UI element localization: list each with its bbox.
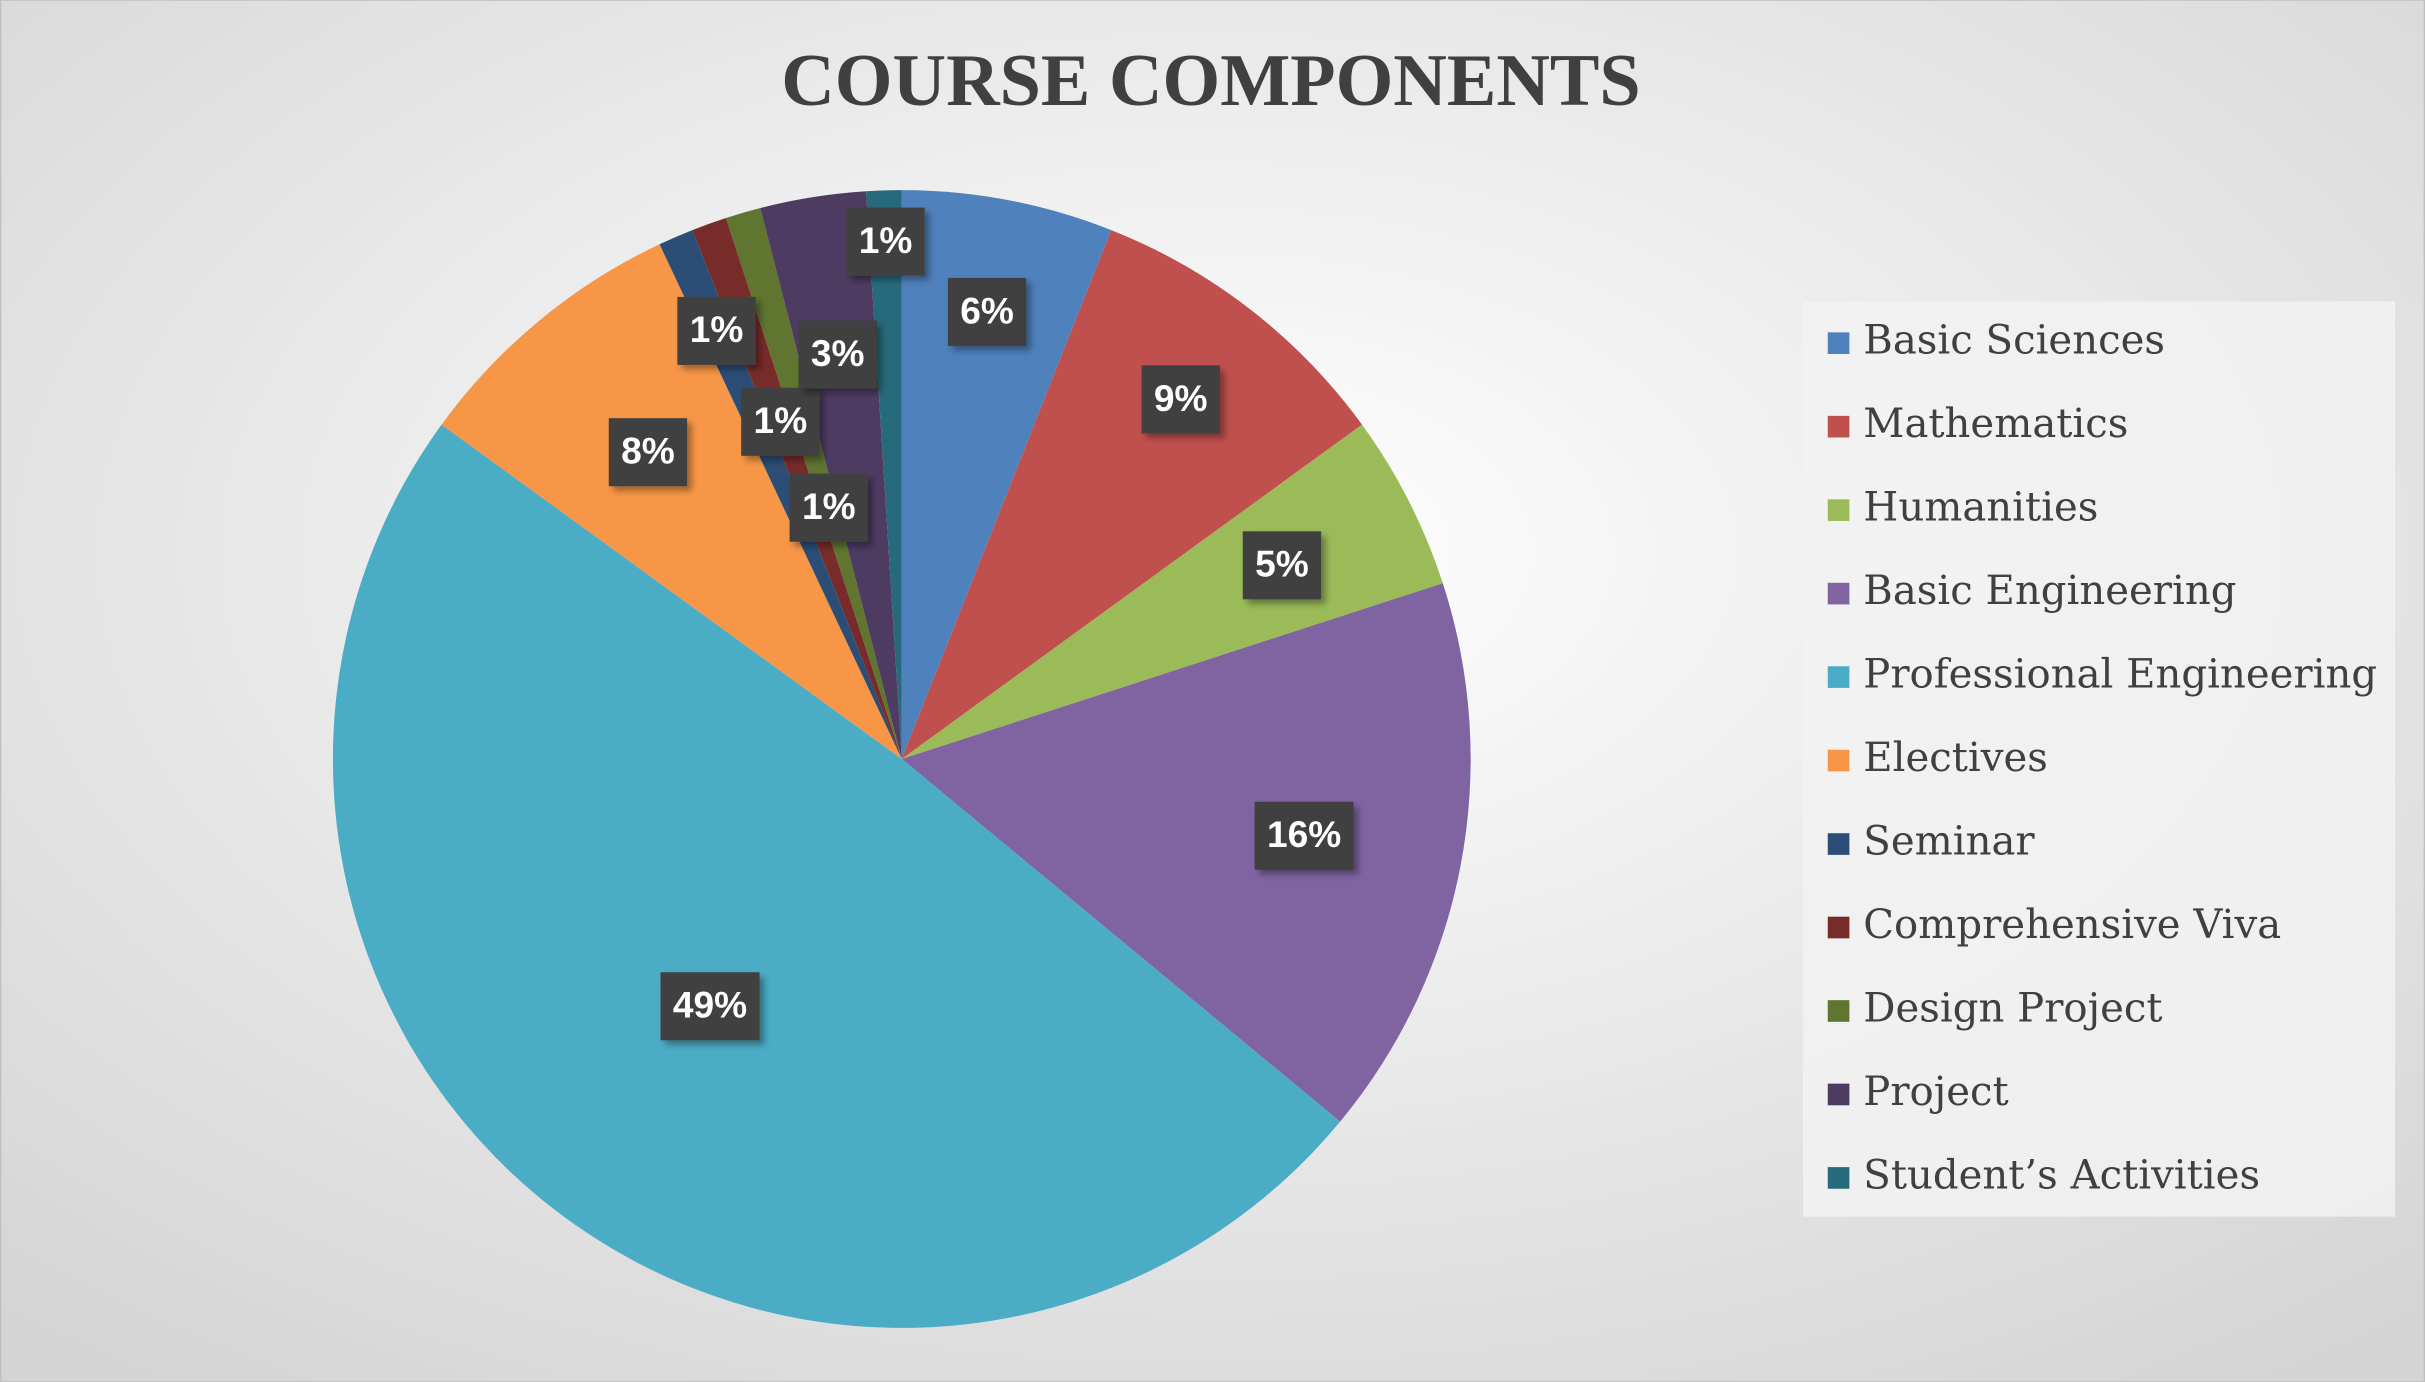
data-label: 1%	[690, 308, 744, 350]
pie-slice	[901, 424, 1443, 760]
data-label: 8%	[621, 430, 675, 472]
legend-label: Comprehensive Viva	[1863, 902, 2281, 948]
data-label-box	[1242, 531, 1322, 600]
legend-label: Seminar	[1863, 819, 2035, 865]
legend-swatch	[1827, 916, 1850, 939]
legend-label: Professional Engineering	[1863, 652, 2377, 698]
pie-slice	[901, 583, 1471, 1122]
data-label: 6%	[960, 289, 1014, 331]
data-label-box	[789, 473, 868, 542]
legend-swatch	[1827, 1167, 1850, 1189]
pie-slice	[332, 424, 1341, 1328]
legend-label: Design Project	[1863, 985, 2162, 1031]
legend-swatch	[1827, 1083, 1850, 1106]
legend-swatch	[1827, 666, 1850, 688]
legend-label: Basic Engineering	[1863, 568, 2236, 614]
legend-label: Electives	[1863, 735, 2048, 781]
legend-swatch	[1827, 499, 1850, 521]
data-labels: 6%9%5%16%49%8%1%1%1%3%1%	[608, 207, 1354, 1041]
legend-swatch	[1827, 332, 1850, 355]
pie-slice	[441, 244, 902, 760]
legend-swatch	[1827, 415, 1850, 438]
data-label-box	[798, 320, 877, 389]
legend-label: Humanities	[1863, 485, 2098, 531]
legend-box	[1803, 301, 2396, 1217]
data-label-box	[1141, 365, 1220, 434]
legend-label: Mathematics	[1863, 401, 2128, 447]
data-label: 9%	[1154, 377, 1208, 419]
data-label: 1%	[802, 485, 856, 527]
data-label: 1%	[859, 219, 913, 261]
data-label-box	[677, 296, 756, 365]
legend-swatch	[1827, 1000, 1850, 1022]
legend: Basic Sciences Mathematics Humanities Basic…	[1827, 318, 2377, 1198]
data-label-box	[608, 418, 688, 487]
data-label: 3%	[811, 332, 865, 374]
legend-swatch	[1827, 749, 1850, 772]
legend-label: Basic Sciences	[1863, 318, 2165, 364]
data-label-box	[1254, 801, 1354, 870]
pie	[332, 190, 1471, 1328]
data-label: 5%	[1255, 543, 1309, 585]
data-label-box	[947, 277, 1027, 346]
data-label: 49%	[673, 984, 747, 1026]
data-label: 1%	[754, 399, 808, 441]
legend-label: Project	[1863, 1069, 2008, 1115]
chart-title: COURSE COMPONENTS	[781, 40, 1640, 122]
legend-label: Student’s Activities	[1863, 1152, 2260, 1198]
legend-swatch	[1827, 833, 1850, 855]
data-label: 16%	[1267, 813, 1341, 855]
legend-swatch	[1827, 582, 1850, 605]
data-label-box	[846, 207, 925, 276]
pie-slice	[901, 230, 1363, 760]
data-label-box	[660, 972, 760, 1041]
data-label-box	[741, 387, 820, 456]
